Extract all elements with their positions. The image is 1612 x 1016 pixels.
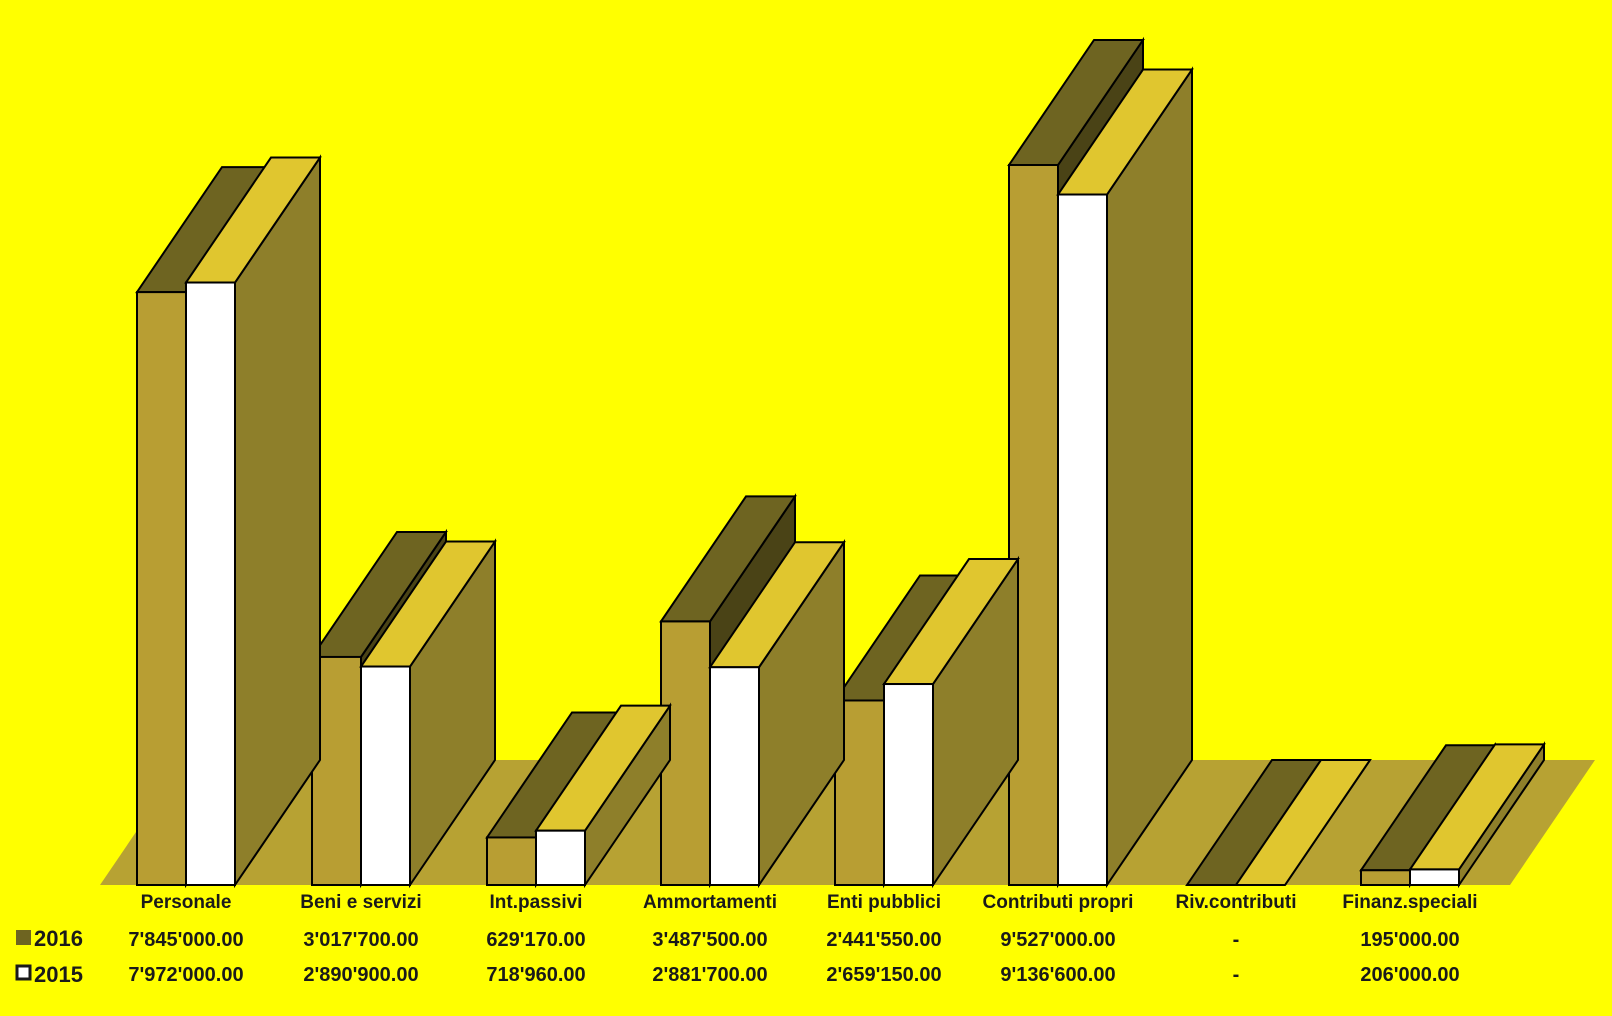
data-label: 9'527'000.00 — [1000, 929, 1115, 951]
bar-front — [883, 683, 934, 886]
bar-top — [1234, 759, 1372, 886]
bar-front — [1409, 868, 1460, 887]
bar-2015-2 — [534, 702, 672, 889]
bar-front — [360, 665, 411, 887]
data-label: 718'960.00 — [486, 964, 585, 986]
bar-front — [1360, 869, 1411, 887]
data-label: - — [1233, 929, 1240, 951]
bar-front — [136, 291, 187, 886]
bar-2015-6 — [1234, 759, 1372, 886]
value-labels: 7'845'000.00 3'017'700.00 629'170.00 3'487'… — [128, 929, 1459, 986]
data-table: 2016 2015 7'845'000.00 3'017'700.00 629'17… — [15, 926, 1460, 987]
bar-front — [1057, 193, 1108, 887]
x-tick-label: Ammortamenti — [643, 892, 777, 913]
x-tick-label: Beni e servizi — [300, 892, 421, 913]
legend-swatch-2015 — [15, 964, 32, 981]
data-label: 629'170.00 — [486, 929, 585, 951]
data-label: - — [1233, 964, 1240, 986]
bar-2015-1 — [359, 538, 497, 889]
bar-2015-0 — [184, 154, 322, 889]
x-tick-label: Personale — [141, 892, 232, 913]
data-label: 2'659'150.00 — [826, 964, 941, 986]
bar-front — [486, 836, 537, 887]
bar-2015-4 — [882, 555, 1020, 889]
bar-front — [185, 281, 236, 887]
data-label: 3'487'500.00 — [652, 929, 767, 951]
bar-2015-7 — [1408, 741, 1546, 889]
x-tick-label: Riv.contributi — [1175, 892, 1296, 913]
legend-label-2015: 2015 — [34, 962, 83, 987]
x-tick-label: Contributi propri — [983, 892, 1134, 913]
x-tick-label: Finanz.speciali — [1342, 892, 1477, 913]
data-label: 7'845'000.00 — [128, 929, 243, 951]
x-tick-label: Int.passivi — [490, 892, 583, 913]
data-label: 2'890'900.00 — [303, 964, 418, 986]
bar-side — [1106, 66, 1193, 889]
data-label: 3'017'700.00 — [303, 929, 418, 951]
data-label: 206'000.00 — [1360, 964, 1459, 986]
legend-2015: 2015 — [15, 962, 83, 987]
data-label: 7'972'000.00 — [128, 964, 243, 986]
data-label: 9'136'600.00 — [1000, 964, 1115, 986]
category-labels: Personale Beni e servizi Int.passivi Ammort… — [141, 892, 1478, 913]
bar-front — [709, 666, 760, 886]
data-label: 2'881'700.00 — [652, 964, 767, 986]
bar-side — [234, 154, 321, 889]
bar-front — [535, 829, 586, 887]
legend-swatch-2016 — [16, 930, 31, 945]
legend-label-2016: 2016 — [34, 926, 83, 951]
data-label: 195'000.00 — [1360, 929, 1459, 951]
bar-2015-5 — [1056, 66, 1194, 889]
data-label: 2'441'550.00 — [826, 929, 941, 951]
x-tick-label: Enti pubblici — [827, 892, 941, 913]
bar-front — [1008, 164, 1059, 886]
bar-2015-3 — [708, 538, 846, 889]
legend-2016: 2016 — [16, 926, 83, 951]
bars-group — [135, 36, 1546, 889]
